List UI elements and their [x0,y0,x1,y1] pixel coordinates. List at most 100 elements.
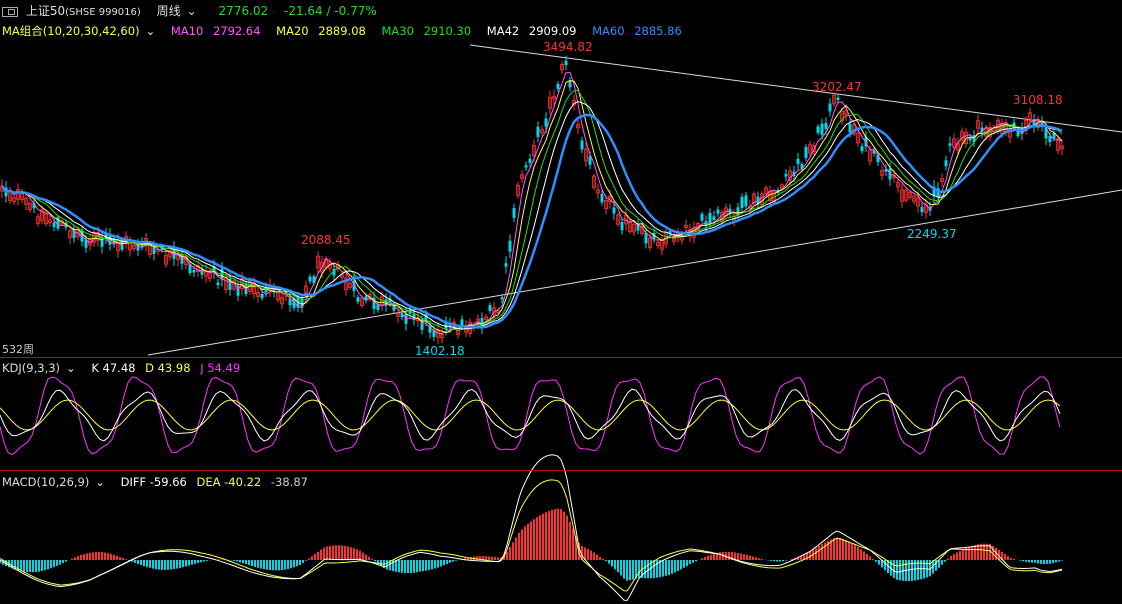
candle-body [540,129,544,134]
symbol-name[interactable]: 上证50 [25,4,66,18]
candle-body [864,136,868,147]
period-label: 周线 [156,4,181,18]
ma60-line [1,113,1063,329]
candle-body [172,248,176,259]
candle-body [732,215,736,220]
price-label-low: 1402.18 [415,344,465,358]
candle-body [428,325,432,333]
candle-body [788,170,792,181]
macd-diff-line [0,454,1063,602]
candle-body [400,313,404,318]
candle-body [684,224,688,228]
ma42-label: MA42 2909.09 [486,24,577,38]
candle-body [304,285,308,294]
candle-body [1032,120,1036,127]
candle-body [340,274,344,278]
last-price: 2776.02 [218,4,269,18]
candle-body [824,122,828,129]
candle-body [536,126,540,137]
price-change: -21.64 / -0.77% [284,4,377,18]
candle-body [40,209,44,221]
candle-body [460,319,464,326]
candle-body [556,84,560,90]
candle-body [16,189,20,200]
candle-body [152,247,156,254]
candle-body [12,197,16,202]
chevron-down-icon: ⌄ [186,4,197,18]
candle-body [292,297,296,308]
candle-body [84,239,88,248]
candle-body [56,217,60,229]
kdj-d-line [0,399,1061,431]
candle-body [72,229,76,239]
candle-body [116,240,120,252]
candle-body [708,212,712,224]
candle-body [968,137,972,141]
candle-body [164,254,168,265]
candle-body [584,148,588,162]
candle-body [912,196,916,202]
price-label-high: 3202.47 [812,80,862,94]
candle-body [496,310,500,313]
candle-body [900,189,904,202]
price-label-high: 3108.18 [1013,93,1063,107]
candle-body [944,160,948,167]
candle-body [520,174,524,179]
candle-body [668,231,672,235]
macd-value: -38.87 [270,475,308,489]
candle-body [352,280,356,291]
candle-body [632,223,636,233]
macd-selector[interactable]: MACD(10,26,9) ⌄ [2,475,111,489]
candle-body [568,81,572,88]
candle-body [796,158,800,164]
candle-body [408,310,412,314]
window-restore-icon[interactable] [2,6,18,17]
candle-body [132,244,136,250]
candle-body [764,187,768,194]
candle-body [100,237,104,247]
candle-body [616,214,620,225]
candle-body [836,97,840,100]
candle-body [800,164,804,169]
candle-body [424,314,428,322]
candle-body [28,202,32,210]
candle-body [356,297,360,302]
symbol-code: (SHSE 999016) [65,7,141,18]
period-selector[interactable]: 周线 ⌄ [157,4,203,18]
candle-body [564,60,568,66]
candle-body [980,127,984,133]
panel-separator [0,470,1122,471]
candle-body [192,270,196,273]
candle-body [516,184,520,196]
candle-body [480,318,484,329]
candle-body [36,216,40,224]
candle-body [828,103,832,112]
candle-body [432,330,436,337]
candle-body [592,175,596,189]
kdj-label: KDJ(9,3,3) [2,361,61,375]
candle-body [552,96,556,100]
candle-body [716,209,720,214]
candle-body [784,173,788,177]
candle-body [548,96,552,109]
candle-body [1056,138,1060,151]
macd-legend: MACD(10,26,9) ⌄ DIFF -59.66 DEA -40.22 -3… [2,474,314,490]
kdj-selector[interactable]: KDJ(9,3,3) ⌄ [2,361,82,375]
ma20-line [1,79,1063,334]
candle-body [104,233,108,239]
candle-body [960,131,964,141]
candle-body [700,213,704,221]
candle-body [940,178,944,183]
candle-body [332,268,336,276]
candle-body [872,150,876,154]
candle-body [636,223,640,231]
candle-body [920,206,924,213]
candle-body [580,140,584,150]
candle-body [628,221,632,232]
candle-body [740,196,744,209]
candle-body [272,289,276,292]
candle-body [612,207,616,214]
candle-body [320,261,324,273]
ma-group-selector[interactable]: MA组合(10,20,30,42,60) ⌄ [2,24,161,38]
